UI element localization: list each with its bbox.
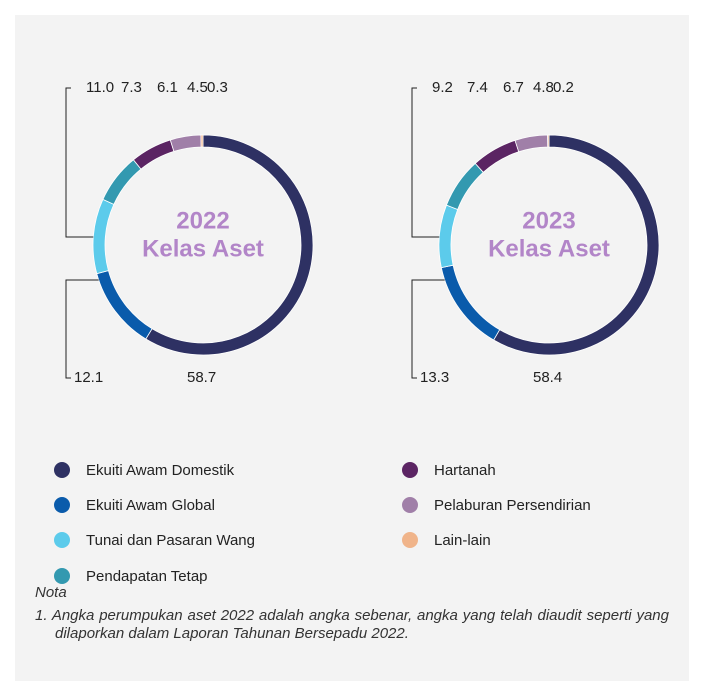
segment-label: 9.2 [432, 79, 453, 96]
donut-segment [200, 134, 204, 148]
legend-label: Hartanah [434, 462, 496, 479]
leader-line [65, 87, 94, 238]
legend-label: Tunai dan Pasaran Wang [86, 532, 255, 549]
legend-label: Ekuiti Awam Domestik [86, 462, 235, 479]
legend-label: Ekuiti Awam Global [86, 497, 215, 514]
center-title: 2023 [522, 207, 575, 234]
legend-swatch [54, 568, 70, 584]
donut-segment [132, 139, 175, 170]
legend-swatch [402, 462, 418, 478]
segment-label: 4.8 [533, 79, 554, 96]
legend-label: Lain-lain [434, 532, 491, 549]
segment-label: 7.4 [467, 79, 488, 96]
legend-swatch [54, 462, 70, 478]
donut-segment [102, 159, 142, 205]
segment-label: 12.1 [74, 369, 103, 386]
segment-label: 13.3 [420, 369, 449, 386]
leader-line [65, 279, 99, 379]
segment-label: 58.4 [533, 369, 562, 386]
center-subtitle: Kelas Aset [488, 235, 610, 262]
donut-segment [169, 134, 202, 152]
legend-swatch [402, 532, 418, 548]
donut-segment [474, 139, 520, 173]
donut-segment [92, 198, 115, 275]
legend-label: Pelaburan Persendirian [434, 497, 591, 514]
legend-swatch [54, 497, 70, 513]
leader-line [411, 279, 445, 379]
note-title: Nota [35, 584, 67, 601]
donut-segment [96, 270, 153, 340]
legend-swatch [402, 497, 418, 513]
segment-label: 0.3 [207, 79, 228, 96]
legend-label: Pendapatan Tetap [86, 568, 208, 585]
note: Nota 1. Angka perumpukan aset 2022 adala… [35, 584, 669, 644]
donut-segment [547, 134, 550, 148]
segment-label: 6.7 [503, 79, 524, 96]
donut-segment [440, 264, 501, 341]
segment-label: 58.7 [187, 369, 216, 386]
segment-label: 6.1 [157, 79, 178, 96]
segment-label: 11.0 [86, 79, 114, 96]
donut-segment [445, 162, 484, 211]
center-title: 2022 [176, 207, 229, 234]
donut-segment [514, 134, 549, 153]
segment-label: 7.3 [121, 79, 142, 96]
note-item: 1. Angka perumpukan aset 2022 adalah ang… [35, 606, 669, 643]
donut-segment [438, 204, 459, 269]
segment-label: 0.2 [553, 79, 574, 96]
segment-label: 4.5 [187, 79, 208, 96]
center-subtitle: Kelas Aset [142, 235, 264, 262]
leader-line [411, 87, 440, 238]
legend-swatch [54, 532, 70, 548]
